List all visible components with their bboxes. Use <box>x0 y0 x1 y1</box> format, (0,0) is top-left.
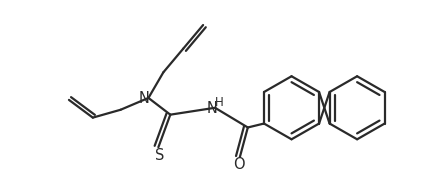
Text: N: N <box>207 101 218 116</box>
Text: S: S <box>155 147 164 163</box>
Text: H: H <box>215 96 223 109</box>
Text: O: O <box>233 157 245 172</box>
Text: N: N <box>139 91 150 106</box>
